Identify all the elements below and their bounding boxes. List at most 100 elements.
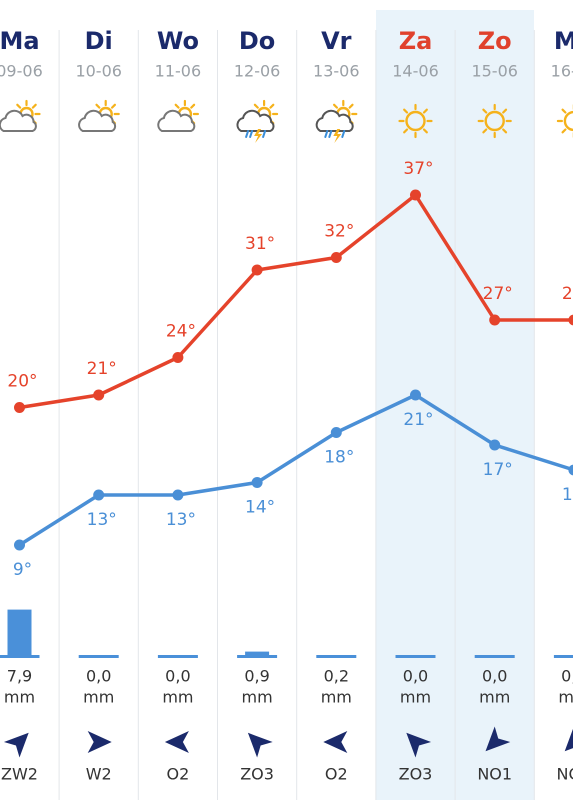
cloud [157,109,196,132]
cloud [315,109,354,132]
max-temp-label: 24° [166,322,196,342]
min-temp-label: 17° [483,460,513,480]
max-temp-label: 27° [562,284,573,304]
weather-icon [556,104,573,138]
min-temp-point [410,389,421,401]
precip-baseline [78,655,119,658]
sun-ray [422,128,428,134]
min-temp-line [18,393,573,547]
sun-ray [269,103,275,109]
date: 15-06 [471,62,518,81]
precip-bar [7,609,32,657]
max-temp-label: 32° [324,222,354,242]
min-temp-label: 13° [87,510,117,530]
max-temp-label: 37° [403,159,433,179]
wind-arrow [164,731,189,753]
day-name: Ma [0,27,40,55]
wind-arrow [247,732,273,758]
weather-icon [157,99,199,132]
sun-ray [253,103,259,109]
precip-bar [324,655,349,657]
precip-value: 0,0 [482,667,507,686]
date: 13-06 [313,62,360,81]
sun-ray [110,103,116,109]
min-temp-label: 15° [562,485,573,505]
cloud [0,109,37,132]
day-name: Ma [554,27,573,55]
wind-arrow [406,732,432,758]
precip-value: 7,9 [7,667,32,686]
sun-ray [348,103,354,109]
wind: NO1 [477,765,512,784]
weather-icon [477,103,512,139]
rain-drop [341,130,346,138]
rain-drop [245,130,250,138]
wind: ZO3 [399,765,433,784]
lightning [333,129,342,143]
date: 11-06 [155,62,202,81]
precip-unit: mm [479,688,510,707]
max-temp-point [172,352,184,363]
day-name: Vr [321,27,352,55]
min-temp-label: 18° [324,448,354,468]
sun-ray [422,108,428,114]
precip-unit: mm [558,688,573,707]
sun-ray [561,108,567,114]
precip-value: 0,0 [403,667,428,686]
precip-unit: mm [83,688,114,707]
weather-icon [398,103,433,139]
wind: ZW2 [1,765,38,784]
precip-value: 0,0 [165,667,190,686]
wind-arrow [87,731,112,753]
day-name: Za [399,27,433,55]
day-name: Zo [478,27,512,55]
max-temp-point [93,389,105,401]
precip-baseline [553,655,573,658]
sun-core [563,110,573,132]
sun-ray [16,103,22,109]
rain-drop [324,130,329,138]
sun-ray [95,103,101,109]
precip-value: 0,0 [86,667,111,686]
wind: O2 [167,765,190,784]
precip-value: 0,9 [244,667,269,686]
min-temp-point [14,539,25,551]
precip-baseline [395,655,436,658]
day-name: Di [85,27,113,55]
sun-ray [403,108,409,114]
lightning [254,129,263,143]
date: 14-06 [392,62,439,81]
min-temp-point [330,427,342,438]
sun-ray [333,103,339,109]
sun-ray [502,108,508,114]
max-temp-line [19,193,573,410]
wind-arrow [564,726,573,752]
wind-arrow [485,726,511,752]
sun-ray [403,128,409,134]
max-temp-point [251,264,263,276]
min-temp-point [172,489,184,501]
wind-arrow [323,731,348,753]
max-temp-label: 31° [245,234,275,254]
precip-unit: mm [400,688,431,707]
precip-unit: mm [162,688,193,707]
sun-ray [482,108,488,114]
wind: NO1 [557,765,573,784]
sun-ray [482,128,488,134]
rain-drop [262,130,267,138]
weather-icon [315,99,358,143]
wind: ZO3 [240,765,274,784]
rain-drop [328,130,333,138]
sun-ray [174,103,180,109]
min-temp-point [489,439,501,451]
min-temp-point [568,464,573,476]
max-temp-label: 27° [483,284,513,304]
precip-value: 0,0 [561,667,573,686]
sun-core [484,110,505,132]
weather-icon [236,99,279,143]
min-temp-label: 14° [245,498,275,518]
max-temp-point [489,314,501,326]
min-temp-label: 21° [403,410,433,430]
date: 16-06 [551,62,573,81]
